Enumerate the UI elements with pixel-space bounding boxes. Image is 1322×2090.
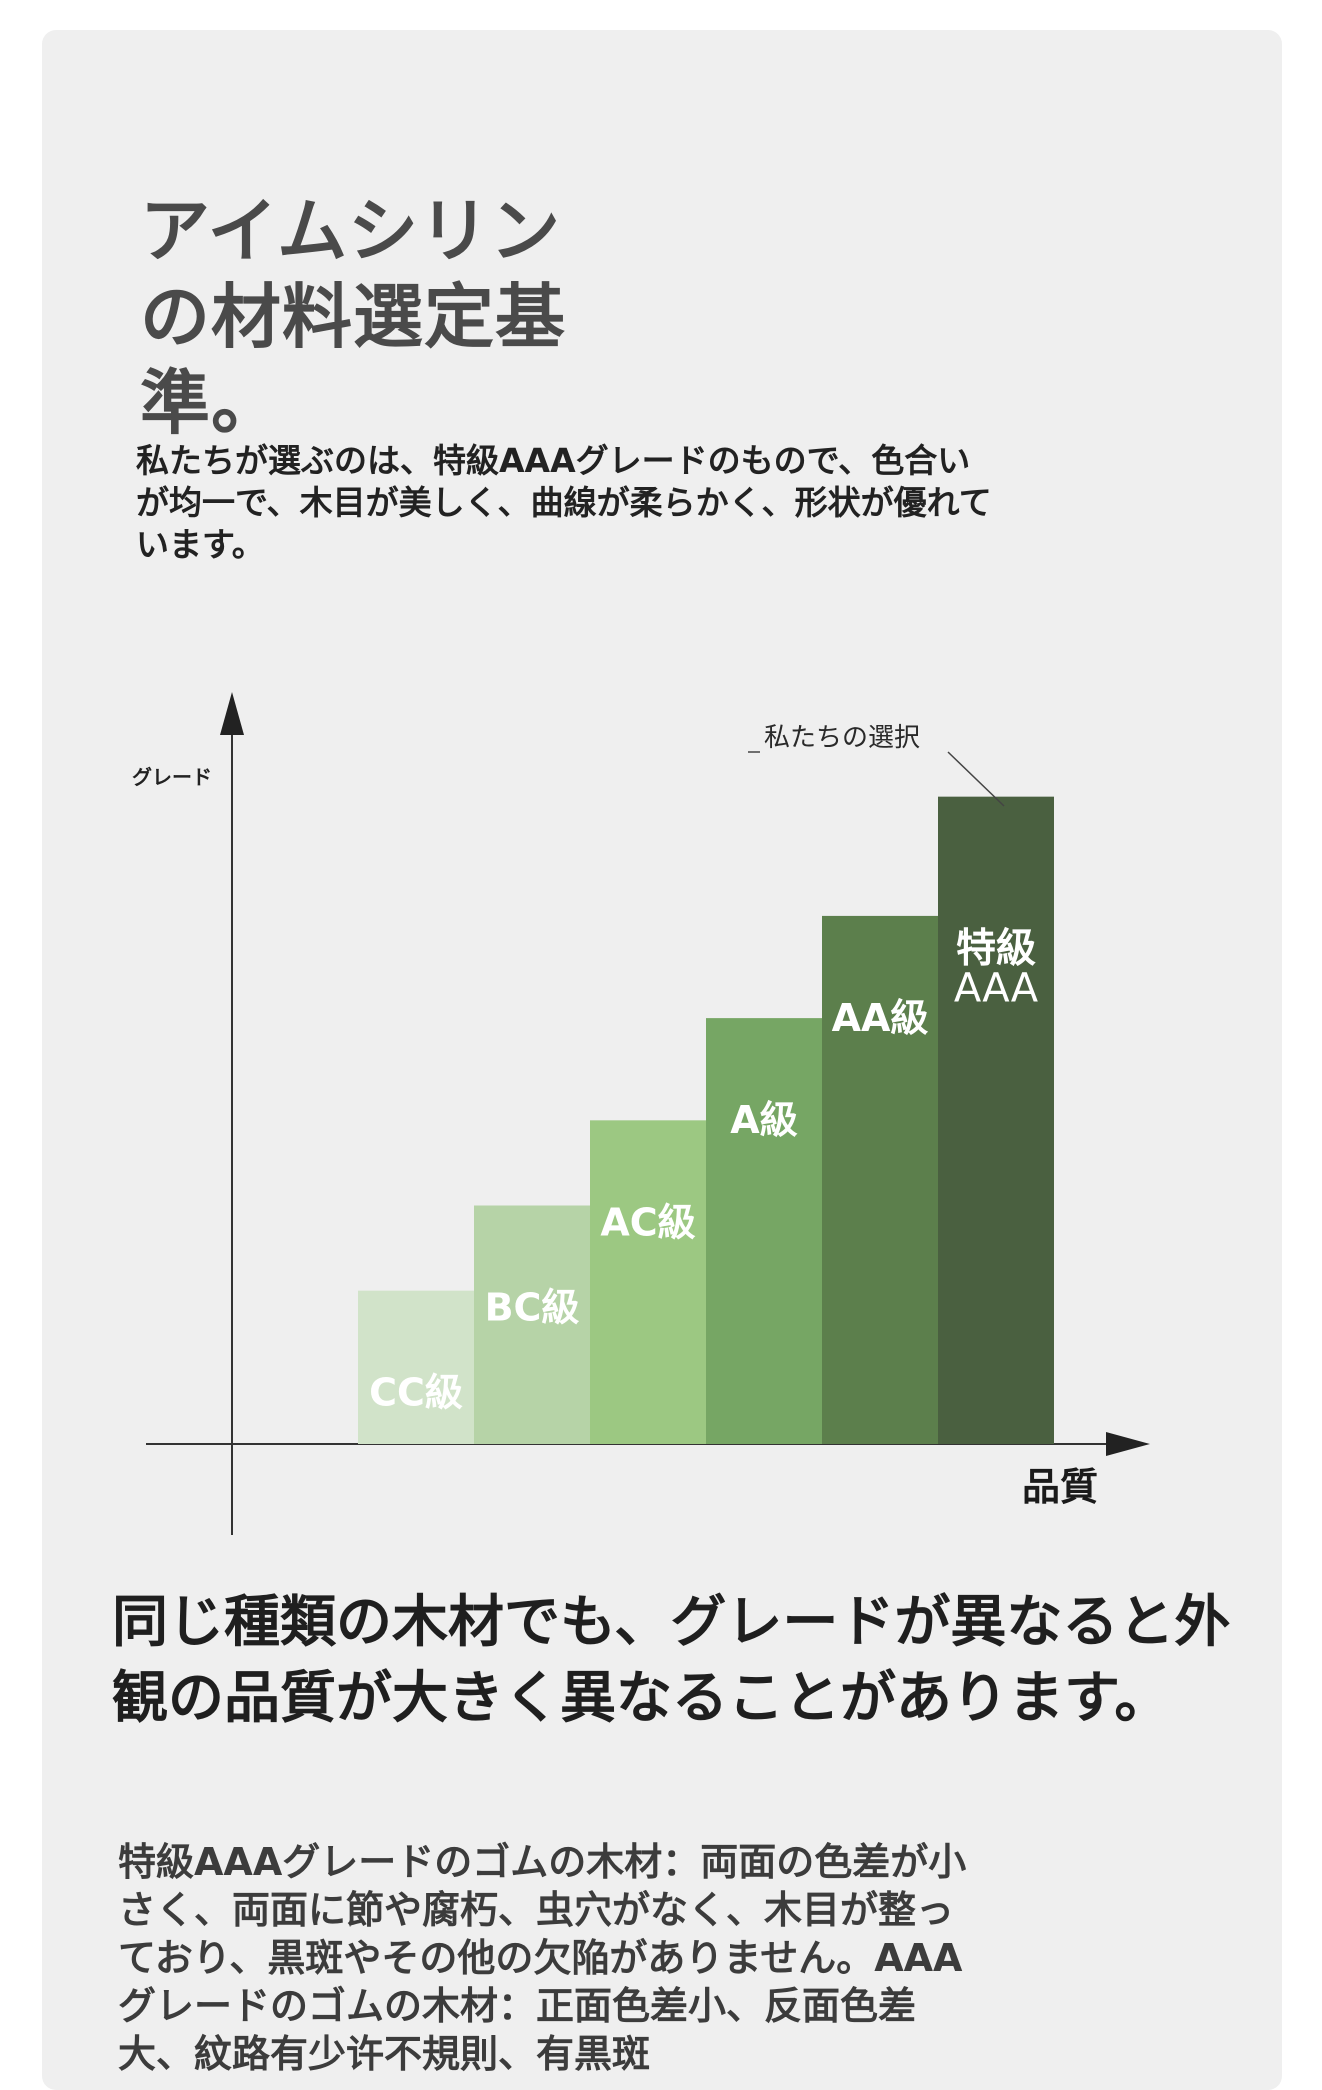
lead-paragraph: 私たちが選ぶのは、特級AAAグレードのもので、色合いが均一で、木目が美しく、曲線… xyxy=(136,441,992,564)
section-heading: 同じ種類の木材でも、グレードが異なると外観の品質が大きく異なることがあります。 xyxy=(112,1590,1231,1731)
content-card xyxy=(42,30,1282,2090)
page-title: アイムシリンの材料選定基準。 xyxy=(140,190,566,444)
bar-1 xyxy=(474,1205,590,1444)
bar-label-3: A級 xyxy=(730,1098,797,1142)
x-axis-arrow xyxy=(1106,1432,1150,1456)
bar-label-4: AA級 xyxy=(832,996,929,1040)
bar-5 xyxy=(938,796,1054,1444)
chart-annotation: 私たちの選択 xyxy=(748,723,1005,807)
bar-label-2: AC級 xyxy=(600,1200,695,1244)
y-axis-arrow xyxy=(220,692,244,735)
section-body: 特級AAAグレードのゴムの木材：両面の色差が小さく、両面に節や腐朽、虫穴がなく、… xyxy=(118,1840,967,2076)
x-axis-label: 品質 xyxy=(1022,1465,1098,1509)
bar-0 xyxy=(358,1290,474,1444)
bar-4 xyxy=(822,915,938,1444)
bar-2 xyxy=(590,1120,706,1444)
bar-label-0: CC級 xyxy=(369,1371,463,1415)
y-axis-label: グレード xyxy=(132,765,212,789)
annotation-label: 私たちの選択 xyxy=(764,723,920,753)
bar-label-5: 特級 AAA xyxy=(954,926,1039,1012)
annotation-leader-line xyxy=(947,751,1005,807)
bar-label-1: BC級 xyxy=(485,1286,580,1330)
bar-3 xyxy=(706,1018,822,1444)
chart-axes: グレード 品質 xyxy=(132,692,1150,1535)
